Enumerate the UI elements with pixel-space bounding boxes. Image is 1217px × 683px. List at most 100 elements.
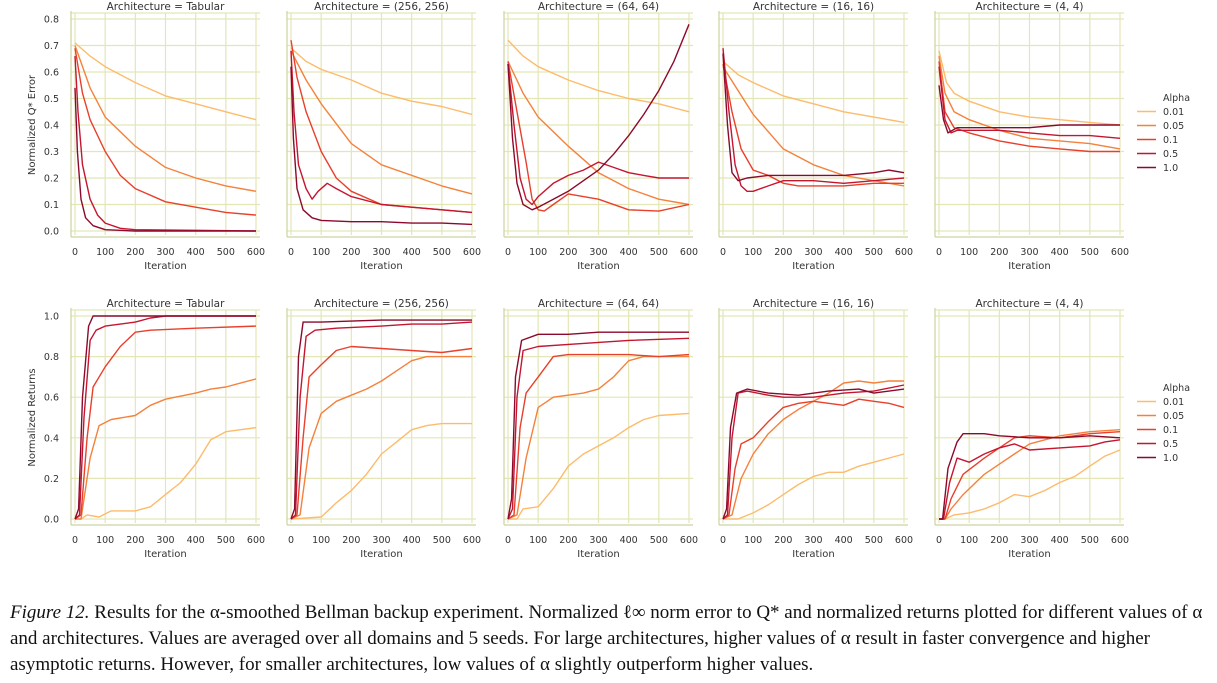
x-tick-label: 100 [96,247,114,258]
subplot-error-0: Architecture = Tabular 0 100 200 300 400 500 60… [27,1,265,272]
x-axis-label: Iteration [792,261,834,272]
x-tick-label: 500 [433,247,451,258]
series-line-alpha-0.5 [290,321,473,520]
x-tick-label: 200 [990,535,1008,546]
x-tick-label: 600 [1111,535,1129,546]
x-axis-label: Iteration [1008,261,1050,272]
x-tick-label: 200 [342,535,360,546]
y-tick-label: 0.5 [44,94,59,105]
series-line-alpha-0.5 [507,337,690,520]
subplot-returns-2: Architecture = (64, 64) 0 100 200 300 400 500 6… [503,298,698,560]
subplot-returns-1: Architecture = (256, 256) 0 100 200 300 400 50… [286,298,481,560]
series-line-alpha-0.1 [74,48,257,216]
x-tick-label: 0 [72,247,78,258]
subplot-title: Architecture = (256, 256) [314,298,449,310]
series-line-alpha-0.01 [508,412,690,520]
series-line-alpha-0.5 [939,439,1121,520]
x-tick-label: 100 [744,535,762,546]
x-tick-label: 300 [372,535,390,546]
series-line-alpha-0.05 [722,380,904,520]
legend-label: 1.0 [1163,163,1178,174]
x-tick-label: 500 [1081,535,1099,546]
subplot-title: Architecture = Tabular [107,298,226,310]
x-tick-label: 400 [403,535,421,546]
y-tick-label: 0.2 [44,174,59,185]
x-tick-label: 500 [865,247,883,258]
x-axis-label: Iteration [792,549,834,560]
series-line-alpha-1.0 [507,24,690,211]
x-axis-label: Iteration [1008,549,1050,560]
subplot-title: Architecture = (4, 4) [976,298,1084,310]
series-line-alpha-0.1 [290,345,473,520]
series-line-alpha-0.1 [722,398,905,520]
x-tick-label: 500 [217,535,235,546]
x-axis-label: Iteration [360,549,402,560]
series-line-alpha-0.01 [74,42,257,121]
subplot-title: Architecture = (16, 16) [753,298,874,310]
x-axis-label: Iteration [360,261,402,272]
y-tick-label: 0.6 [44,393,59,404]
subplot-title: Architecture = (64, 64) [538,298,659,310]
x-tick-label: 600 [895,247,913,258]
series-line-alpha-1.0 [722,388,905,520]
series-line-alpha-0.01 [290,422,472,520]
y-tick-label: 0.0 [44,515,59,526]
x-tick-label: 100 [312,535,330,546]
x-axis-label: Iteration [144,261,186,272]
y-tick-label: 0.1 [44,200,59,211]
x-tick-label: 100 [529,247,547,258]
x-tick-label: 100 [312,247,330,258]
y-tick-label: 1.0 [44,312,59,323]
subplot-title: Architecture = (256, 256) [314,1,449,13]
y-tick-label: 0.7 [44,41,59,52]
x-tick-label: 300 [156,535,174,546]
x-tick-label: 300 [372,247,390,258]
series-line-alpha-0.1 [722,63,904,187]
series-line-alpha-0.5 [507,64,689,206]
series-line-alpha-0.05 [507,61,690,206]
x-tick-label: 0 [288,247,294,258]
series-line-alpha-0.01 [938,50,1121,126]
x-tick-label: 0 [72,535,78,546]
subplot-title: Architecture = (64, 64) [538,1,659,13]
series-line-alpha-0.5 [722,48,905,192]
x-tick-label: 400 [403,247,421,258]
legend-label: 0.1 [1163,425,1178,436]
series-line-alpha-1.0 [938,85,1120,134]
legend-error: Alpha 0.01 0.05 0.1 0.5 1.0 [1137,93,1190,174]
x-tick-label: 500 [1081,247,1099,258]
series-line-alpha-0.5 [722,384,905,520]
legend-returns: Alpha 0.01 0.05 0.1 0.5 1.0 [1137,383,1190,464]
series-line-alpha-0.05 [290,50,473,195]
y-tick-label: 0.8 [44,352,59,363]
x-tick-label: 200 [126,247,144,258]
x-axis-label: Iteration [577,261,619,272]
x-tick-label: 300 [1020,535,1038,546]
x-tick-label: 600 [247,247,265,258]
x-tick-label: 600 [247,535,265,546]
series-line-alpha-1.0 [939,433,1121,520]
legend-label: 0.05 [1163,121,1184,132]
series-line-alpha-0.05 [722,66,905,187]
figure-caption: Figure 12. Results for the α-smoothed Be… [10,600,1210,678]
y-axis-label: Normalized Q* Error [27,74,38,175]
x-tick-label: 0 [505,247,511,258]
series-line-alpha-0.1 [74,325,257,520]
subplot-title: Architecture = Tabular [107,1,226,13]
figure-grid: Architecture = Tabular 0 100 200 300 400 500 60… [27,1,1190,560]
series-line-alpha-0.01 [939,449,1121,520]
x-tick-label: 200 [559,535,577,546]
x-tick-label: 0 [288,535,294,546]
y-tick-label: 0.2 [44,474,59,485]
subplot-returns-4: Architecture = (4, 4) 0 100 200 300 400 500 600… [934,298,1129,560]
series-line-alpha-0.1 [938,61,1120,153]
x-tick-label: 200 [774,247,792,258]
series-line-alpha-1.0 [507,331,689,520]
caption-label: Figure 12. [10,602,90,623]
x-tick-label: 500 [433,535,451,546]
x-tick-label: 400 [620,247,638,258]
legend-label: 0.5 [1163,149,1178,160]
subplot-error-1: Architecture = (256, 256) 0 100 200 300 400 50… [286,1,481,272]
x-tick-label: 400 [835,535,853,546]
legend-title: Alpha [1163,93,1190,104]
